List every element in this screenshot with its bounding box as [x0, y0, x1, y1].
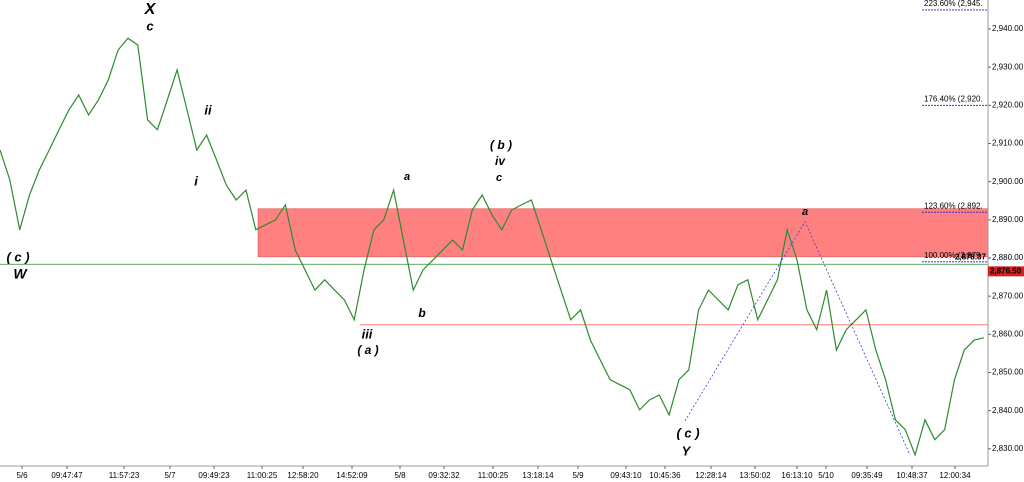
x-tick-label: 12:00:34: [939, 471, 971, 480]
x-tick-label: 12:58:20: [287, 471, 319, 480]
y-tick-label: 2,840.00: [992, 406, 1024, 415]
price-tag-label: 2,878.37: [955, 252, 987, 261]
x-tick-label: 09:49:23: [198, 471, 230, 480]
y-tick-label: 2,920.00: [992, 100, 1024, 109]
x-tick-label: 13:18:14: [522, 471, 554, 480]
wave-label: c: [146, 18, 154, 33]
wave-line: [684, 220, 911, 456]
wave-label: ( a ): [357, 343, 378, 357]
wave-label: ( b ): [490, 138, 512, 152]
fib-label: 123.60% (2,892.: [924, 201, 983, 210]
wave-label: a: [802, 206, 808, 218]
fib-label: 176.40% (2,920.: [924, 94, 983, 103]
wave-label: iv: [495, 154, 506, 168]
x-tick-label: 5/7: [164, 471, 176, 480]
y-tick-label: 2,860.00: [992, 329, 1024, 338]
wave-label: ii: [204, 102, 212, 117]
x-tick-label: 5/10: [818, 471, 834, 480]
x-tick-label: 10:48:37: [896, 471, 928, 480]
x-tick-label: 14:52:09: [336, 471, 368, 480]
x-tick-label: 5/9: [572, 471, 584, 480]
price-tag-label: 2,876.50: [990, 266, 1022, 275]
fib-label: 223.60% (2,945.: [924, 0, 983, 8]
wave-label: c: [496, 172, 502, 184]
wave-label: i: [194, 173, 198, 188]
y-tick-label: 2,880.00: [992, 253, 1024, 262]
y-tick-label: 2,830.00: [992, 444, 1024, 453]
x-tick-label: 10:45:36: [649, 471, 681, 480]
wave-label: X: [144, 1, 157, 18]
wave-label: W: [13, 266, 28, 282]
y-tick-label: 2,890.00: [992, 215, 1024, 224]
x-tick-label: 5/6: [16, 471, 28, 480]
x-tick-label: 16:13:10: [781, 471, 813, 480]
price-tag: [988, 266, 1024, 277]
x-tick-label: 09:43:10: [610, 471, 642, 480]
y-tick-label: 2,850.00: [992, 368, 1024, 377]
target-zone: [257, 208, 989, 258]
fib-label: 100.00% (2,879: [924, 251, 981, 260]
x-tick-label: 09:47:47: [51, 471, 83, 480]
wave-label: Y: [682, 443, 692, 458]
price-line: [0, 37, 985, 457]
x-tick-label: 11:00:25: [247, 471, 278, 480]
wave-label: ( c ): [6, 249, 29, 264]
x-tick-label: 11:00:25: [478, 471, 509, 480]
x-tick-label: 13:50:02: [739, 471, 771, 480]
x-tick-label: 12:28:14: [695, 471, 727, 480]
x-tick-label: 09:32:32: [428, 471, 460, 480]
wave-label: iii: [362, 326, 373, 341]
y-tick-label: 2,870.00: [992, 291, 1024, 300]
wave-label: a: [404, 171, 410, 183]
y-tick-label: 2,910.00: [992, 139, 1024, 148]
x-tick-label: 09:35:49: [851, 471, 883, 480]
x-tick-label: 5/8: [394, 471, 406, 480]
wave-label: ( c ): [676, 425, 699, 440]
x-tick-label: 11:57:23: [109, 471, 140, 480]
wave-label: b: [418, 306, 425, 320]
y-tick-label: 2,940.00: [992, 24, 1024, 33]
y-tick-label: 2,930.00: [992, 62, 1024, 71]
y-tick-label: 2,900.00: [992, 177, 1024, 186]
